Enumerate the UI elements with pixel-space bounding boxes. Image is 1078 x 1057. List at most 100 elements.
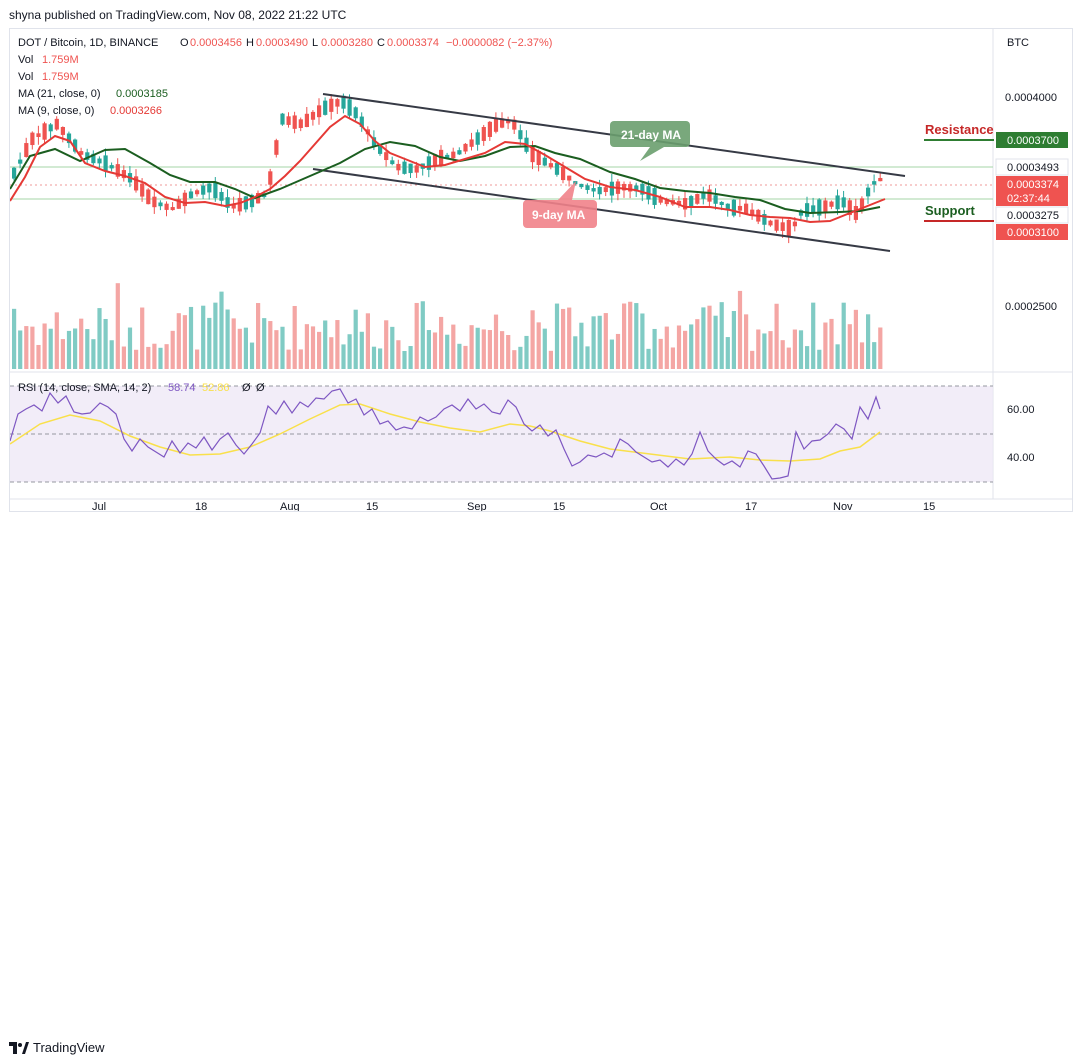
volume-bar [176,313,181,369]
volume-bars [12,283,883,369]
price-badge-3275-text: 0.0003275 [1007,210,1059,222]
volume-bar [500,331,505,369]
ohlc-high-label: H [246,37,254,49]
candle [713,195,718,204]
volume-bar [670,347,675,369]
volume-bar [262,318,267,369]
volume-bar [353,309,358,369]
candle [634,185,639,192]
time-label: 17 [745,501,757,511]
candle [731,199,736,216]
candle [36,133,41,138]
tradingview-logo[interactable]: TradingView [9,1040,105,1055]
ohlc-low-label: L [312,37,318,49]
volume-bar [683,330,688,369]
volume-bar [798,330,804,369]
volume-bar [66,330,72,369]
volume-bar [439,316,444,369]
volume-bar [396,340,401,369]
volume-bar [737,290,743,369]
volume-bar [487,330,492,369]
candle [268,171,273,185]
volume-bar [109,340,114,369]
ma9-callout[interactable]: 9-day MA [523,181,597,228]
volume-bar [744,314,749,369]
volume-bar [469,325,474,369]
vol-label-2: Vol [18,71,33,83]
volume-bar [237,328,242,369]
volume-bar [628,301,633,369]
candle [152,196,157,208]
volume-bar [36,344,41,369]
volume-bar [195,349,200,369]
time-label: 18 [195,501,207,511]
volume-bar [432,332,438,369]
ma21-callout[interactable]: 21-day MA [610,121,690,161]
candle [310,111,316,120]
candle [707,189,712,202]
rsi-axis-40: 40.00 [1007,452,1035,464]
rsi-line [9,388,881,480]
tradingview-logo-icon [9,1041,29,1054]
candle [249,194,255,208]
candle [304,113,309,127]
volume-bar [48,328,53,369]
candle [426,156,431,170]
candle [567,175,572,181]
candle [12,167,17,179]
time-label: Aug [280,501,300,511]
candle [695,194,700,204]
ohlc-change: −0.0000082 (−2.37%) [446,37,552,49]
candle [353,107,358,119]
candle [548,163,553,168]
candle [121,170,126,179]
candle [48,124,53,132]
volume-bar [689,324,694,369]
candle [30,132,35,146]
volume-bar [127,327,133,369]
volume-bar [701,307,706,369]
candle [396,163,401,171]
volume-bar [188,306,194,369]
volume-bar [323,320,328,369]
chart-frame[interactable]: DOT / Bitcoin, 1D, BINANCE O 0.0003456 H… [9,28,1073,513]
publisher-info: shyna published on TradingView.com, Nov … [9,8,347,22]
vol-value-2: 1.759M [42,71,79,83]
candle [506,120,511,124]
candle [341,95,346,109]
time-label: 15 [553,501,565,511]
rsi-legend-zero-1: Ø [242,382,251,394]
resistance-value: 0.0003700 [1007,135,1059,147]
volume-bar [73,328,78,369]
volume-bar [786,347,791,369]
top-bar: shyna published on TradingView.com, Nov … [0,0,1078,28]
candle [561,166,566,181]
volume-bar [695,319,700,369]
candle [207,183,212,193]
volume-bar [286,349,291,369]
candle [786,219,791,237]
candle [42,123,47,140]
volume-bar [158,347,163,369]
volume-bar [750,350,755,369]
channel-lower-line[interactable] [312,168,891,252]
candle [481,127,486,141]
volume-bar [304,324,309,369]
candle [445,154,450,159]
chart-canvas[interactable]: DOT / Bitcoin, 1D, BINANCE O 0.0003456 H… [9,29,1072,513]
volume-bar [97,308,102,369]
candle [774,219,779,231]
candle [701,192,706,199]
volume-bar [341,344,346,369]
candle [585,185,590,190]
volume-bar [140,307,145,369]
resistance-badge [996,132,1068,148]
candle [493,117,499,132]
candles [12,93,883,244]
volume-bar [347,334,352,369]
volume-bar [134,349,139,369]
volume-bar [280,326,285,369]
candle [335,99,340,107]
price-label-top: 0.0004000 [1005,92,1057,104]
volume-bar [426,330,431,369]
